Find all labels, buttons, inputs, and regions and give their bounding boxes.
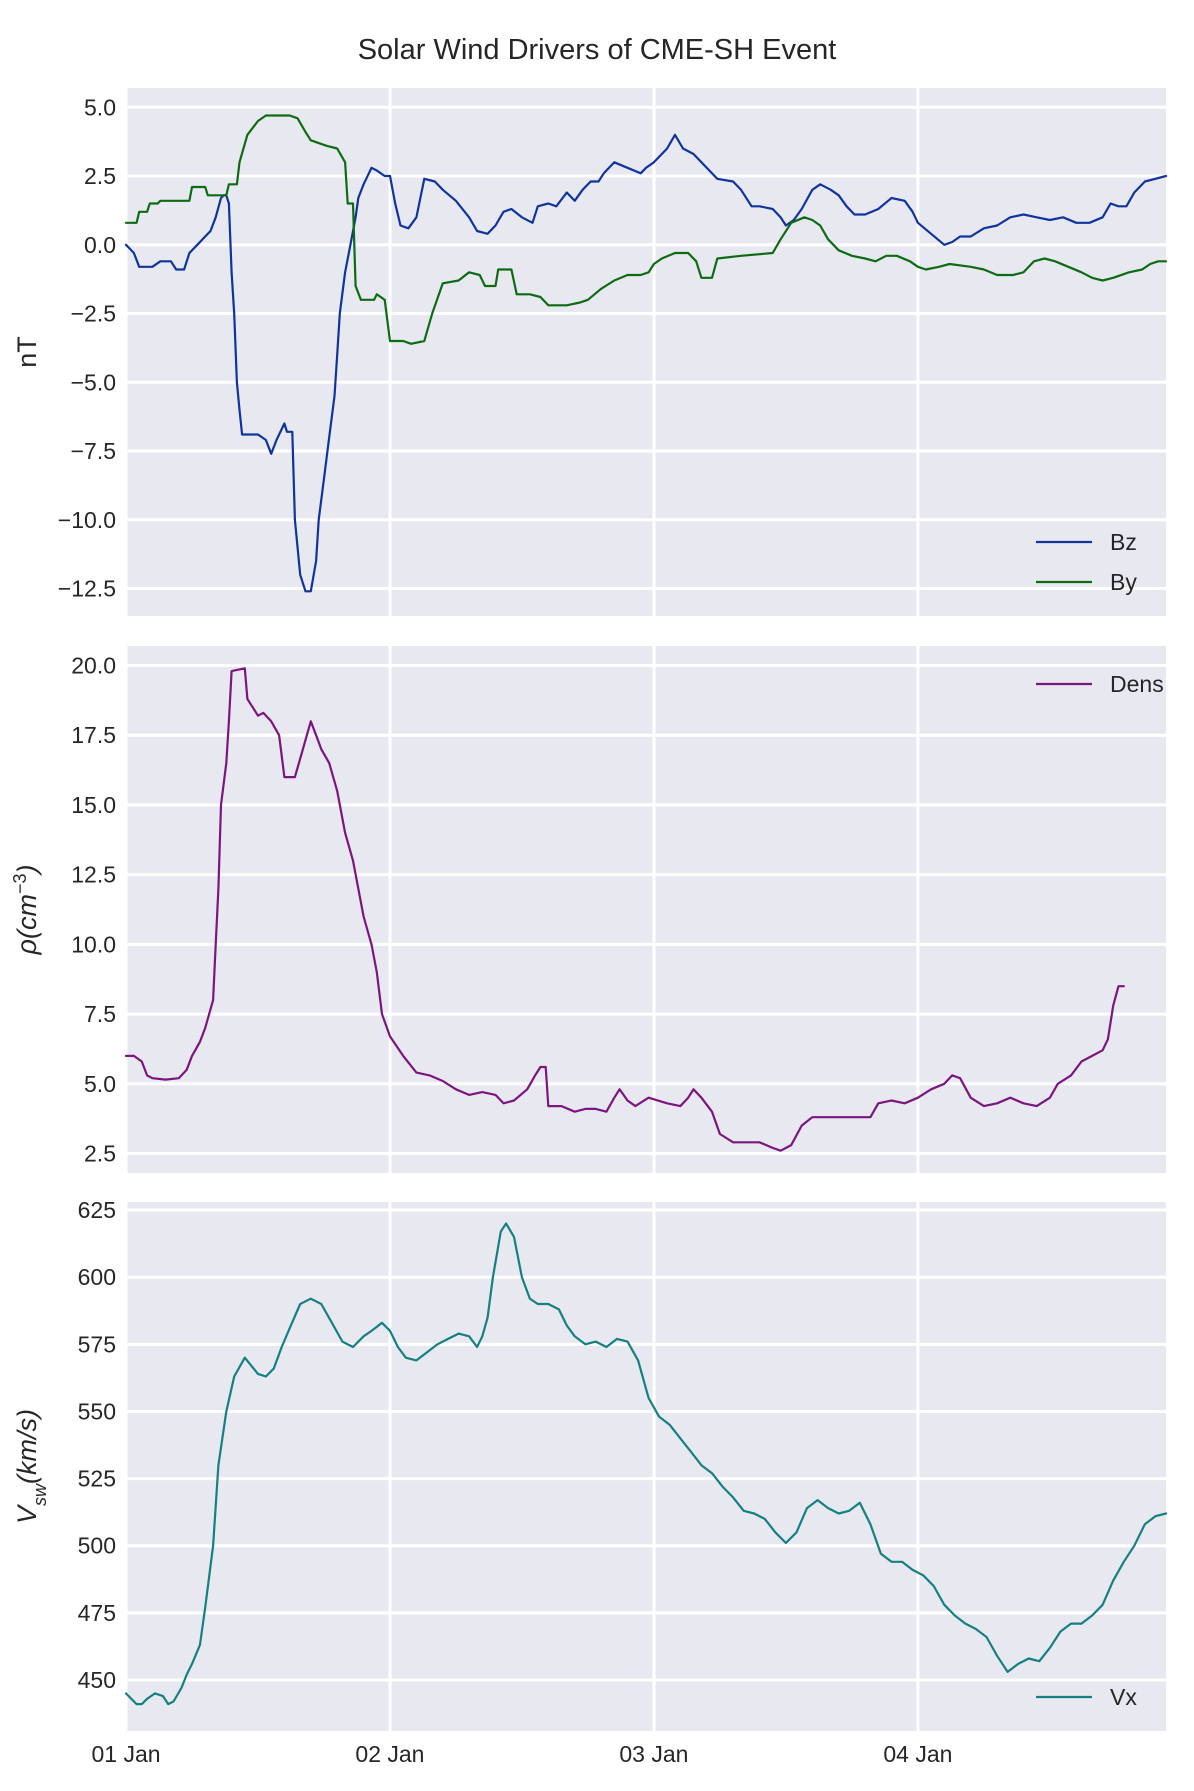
plot-area <box>126 646 1166 1173</box>
y-tick-label: −12.5 <box>58 576 116 602</box>
series-line-bz <box>124 133 1168 593</box>
panel-3: 625 600 575 550 525 500 475 450 Vsw(km/s) Vx <box>12 1197 1168 1731</box>
y-tick-label: 625 <box>78 1197 116 1223</box>
y-tick-label: 525 <box>78 1466 116 1492</box>
y-tick-label: 7.5 <box>84 1001 116 1027</box>
x-tick-label: 04 Jan <box>883 1741 952 1767</box>
y-tick-label: 2.5 <box>84 163 116 189</box>
y-tick-label: 550 <box>78 1398 116 1424</box>
chart-title: Solar Wind Drivers of CME-SH Event <box>358 34 837 66</box>
panel-2: 20.0 17.5 15.0 12.5 10.0 7.5 5.0 2.5 ρ(cm−3) Dens <box>10 646 1166 1173</box>
y-tick-label: 15.0 <box>71 792 116 818</box>
y-axis-label: nT <box>12 336 42 368</box>
y-tick-label: −5.0 <box>71 369 116 395</box>
y-tick-label: 500 <box>78 1533 116 1559</box>
legend-label: Vx <box>1110 1684 1137 1710</box>
legend: Bz By <box>1036 529 1137 595</box>
y-tick-label: 450 <box>78 1667 116 1693</box>
y-tick-label: −10.0 <box>58 507 116 533</box>
legend: Vx <box>1036 1684 1137 1710</box>
y-axis-label: ρ(cm−3) <box>10 865 42 956</box>
y-axis-label: Vsw(km/s) <box>12 1409 50 1524</box>
y-tick-label: 600 <box>78 1264 116 1290</box>
y-tick-label: 475 <box>78 1600 116 1626</box>
y-tick-label: 5.0 <box>84 1071 116 1097</box>
x-tick-label: 02 Jan <box>355 1741 424 1767</box>
y-tick-label: −7.5 <box>71 438 116 464</box>
plot-area <box>126 1202 1166 1731</box>
y-tick-label: 5.0 <box>84 94 116 120</box>
y-tick-label: 17.5 <box>71 722 116 748</box>
y-tick-label: −2.5 <box>71 301 116 327</box>
x-tick-label: 03 Jan <box>619 1741 688 1767</box>
series-line-dens <box>124 667 1125 1152</box>
y-tick-label: 2.5 <box>84 1140 116 1166</box>
x-tick-label: 01 Jan <box>91 1741 160 1767</box>
legend-label: Dens <box>1110 671 1164 697</box>
legend: Dens <box>1036 671 1164 697</box>
y-tick-label: 0.0 <box>84 232 116 258</box>
series-line-by <box>124 114 1168 345</box>
y-tick-label: 12.5 <box>71 862 116 888</box>
legend-label: By <box>1110 569 1137 595</box>
y-tick-label: 20.0 <box>71 653 116 679</box>
y-tick-label: 575 <box>78 1331 116 1357</box>
series-line-vx <box>124 1222 1168 1706</box>
y-tick-label: 10.0 <box>71 931 116 957</box>
panel-1: 5.0 2.5 0.0 −2.5 −5.0 −7.5 −10.0 −12.5 nT Bz By <box>12 88 1168 616</box>
legend-label: Bz <box>1110 529 1137 555</box>
